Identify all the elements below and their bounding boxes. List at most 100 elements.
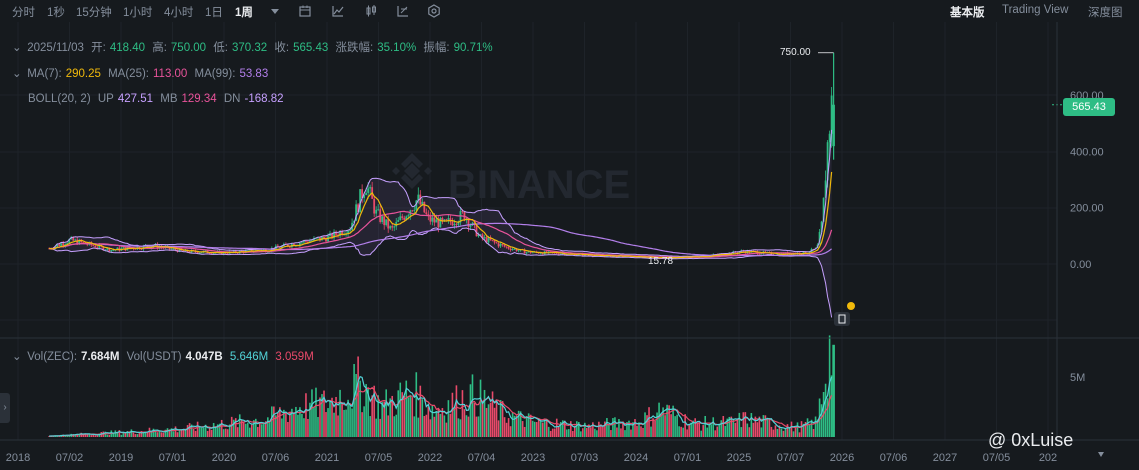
volume-bar [82,434,85,437]
candle-body [246,249,249,251]
volume-bar [816,419,819,437]
volume-bar [381,402,383,437]
candle-body [589,255,592,256]
settings-icon[interactable] [427,4,441,18]
volume-bar [571,431,574,437]
candle-body [415,200,418,211]
volume-bar [786,424,789,437]
view-tab-depth[interactable]: 深度图 [1088,7,1123,19]
volume-bar [158,431,161,437]
collapse-chevron-icon[interactable]: ⌄ [12,42,22,54]
scroll-down-icon [1098,452,1104,457]
volume-bar [804,421,807,437]
x-tick-label: 2027 [933,452,957,464]
collapse-chevron-icon[interactable]: ⌄ [12,351,22,363]
candle-body [331,233,333,239]
volume-bar [477,416,480,437]
timeframe-tab[interactable]: 1日 [205,7,223,19]
candlestick-icon[interactable] [364,4,378,18]
volume-bar [501,401,504,437]
volume-ma-line-fast [49,375,833,437]
volume-bar [726,418,729,437]
volume-bar [154,430,157,437]
candle-body [178,248,181,252]
candle-body [188,251,191,253]
view-tab-basic[interactable]: 基本版 [950,7,985,19]
line-chart-icon[interactable] [331,4,345,18]
volume-bar [678,426,680,437]
volume-bar [481,400,484,437]
volume-bar [269,421,271,437]
volume-bar [812,429,815,437]
volume-bar [190,424,193,437]
candle-body [431,217,434,222]
timeframe-tab[interactable]: 分时 [12,7,35,19]
candle-body [92,245,95,246]
volume-bar [648,407,650,437]
candle-body [288,246,291,248]
volume-bar [234,418,237,437]
author-watermark: @ 0xLuise [988,430,1074,450]
candle-body [541,253,544,255]
volume-bar [672,405,674,437]
candle-body [820,221,823,232]
volume-bar [66,435,68,437]
candle-body [782,253,785,255]
candle-body [499,244,502,247]
volume-bar [620,428,622,437]
candle-body [822,197,825,222]
volume-bar [301,413,303,437]
volume-bar [124,433,127,437]
volume-bar [800,421,803,437]
volume-bar [702,425,705,437]
candle-body [204,250,207,252]
candle-body [405,216,408,220]
volume-bar [806,418,809,437]
volume-bar [423,415,426,437]
volume-bar [738,412,741,437]
candle-body [507,246,510,249]
candle-body [335,231,337,235]
volume-bar [596,430,598,437]
expand-sidebar-button[interactable]: › [0,393,10,423]
caret-down-icon[interactable] [268,4,282,18]
candle-body [549,251,552,253]
candle-body [467,219,470,227]
volume-bar [688,424,690,437]
candle-body [212,252,215,254]
timeframe-tab[interactable]: 1秒 [47,7,65,19]
timeframe-tab-active[interactable]: 1周 [235,7,253,19]
calendar-icon[interactable] [298,4,312,18]
candle-body [435,219,438,223]
volume-bar [112,433,115,437]
x-tick-label: 07/05 [365,452,393,464]
volume-bar [598,421,600,437]
volume-bar [782,430,785,437]
collapse-chevron-icon[interactable]: ⌄ [12,68,22,80]
event-marker-icon [834,312,850,326]
volume-bar [293,412,295,437]
volume-bar [618,419,620,437]
volume-bar [86,434,89,437]
view-tab-tradingview[interactable]: Trading View [1002,4,1069,16]
candle-body [86,243,89,245]
timeframe-tab[interactable]: 4小时 [164,7,194,19]
volume-bar [98,433,101,437]
timeframe-tab[interactable]: 15分钟 [76,7,112,19]
volume-bar [475,416,478,437]
candle-body [489,237,492,241]
ma99-line [49,222,832,257]
volume-bar [714,430,717,437]
volume-bar [728,416,731,437]
volume-bar [168,429,171,437]
volume-bar [120,434,123,437]
candle-body [441,217,444,221]
candle-body [116,247,119,250]
timeframe-tab[interactable]: 1小时 [123,7,153,19]
volume-bar [252,420,255,437]
volume-bar [724,425,727,437]
candle-body [248,249,251,251]
candle-body [389,226,392,229]
indicator-icon[interactable] [396,4,410,18]
